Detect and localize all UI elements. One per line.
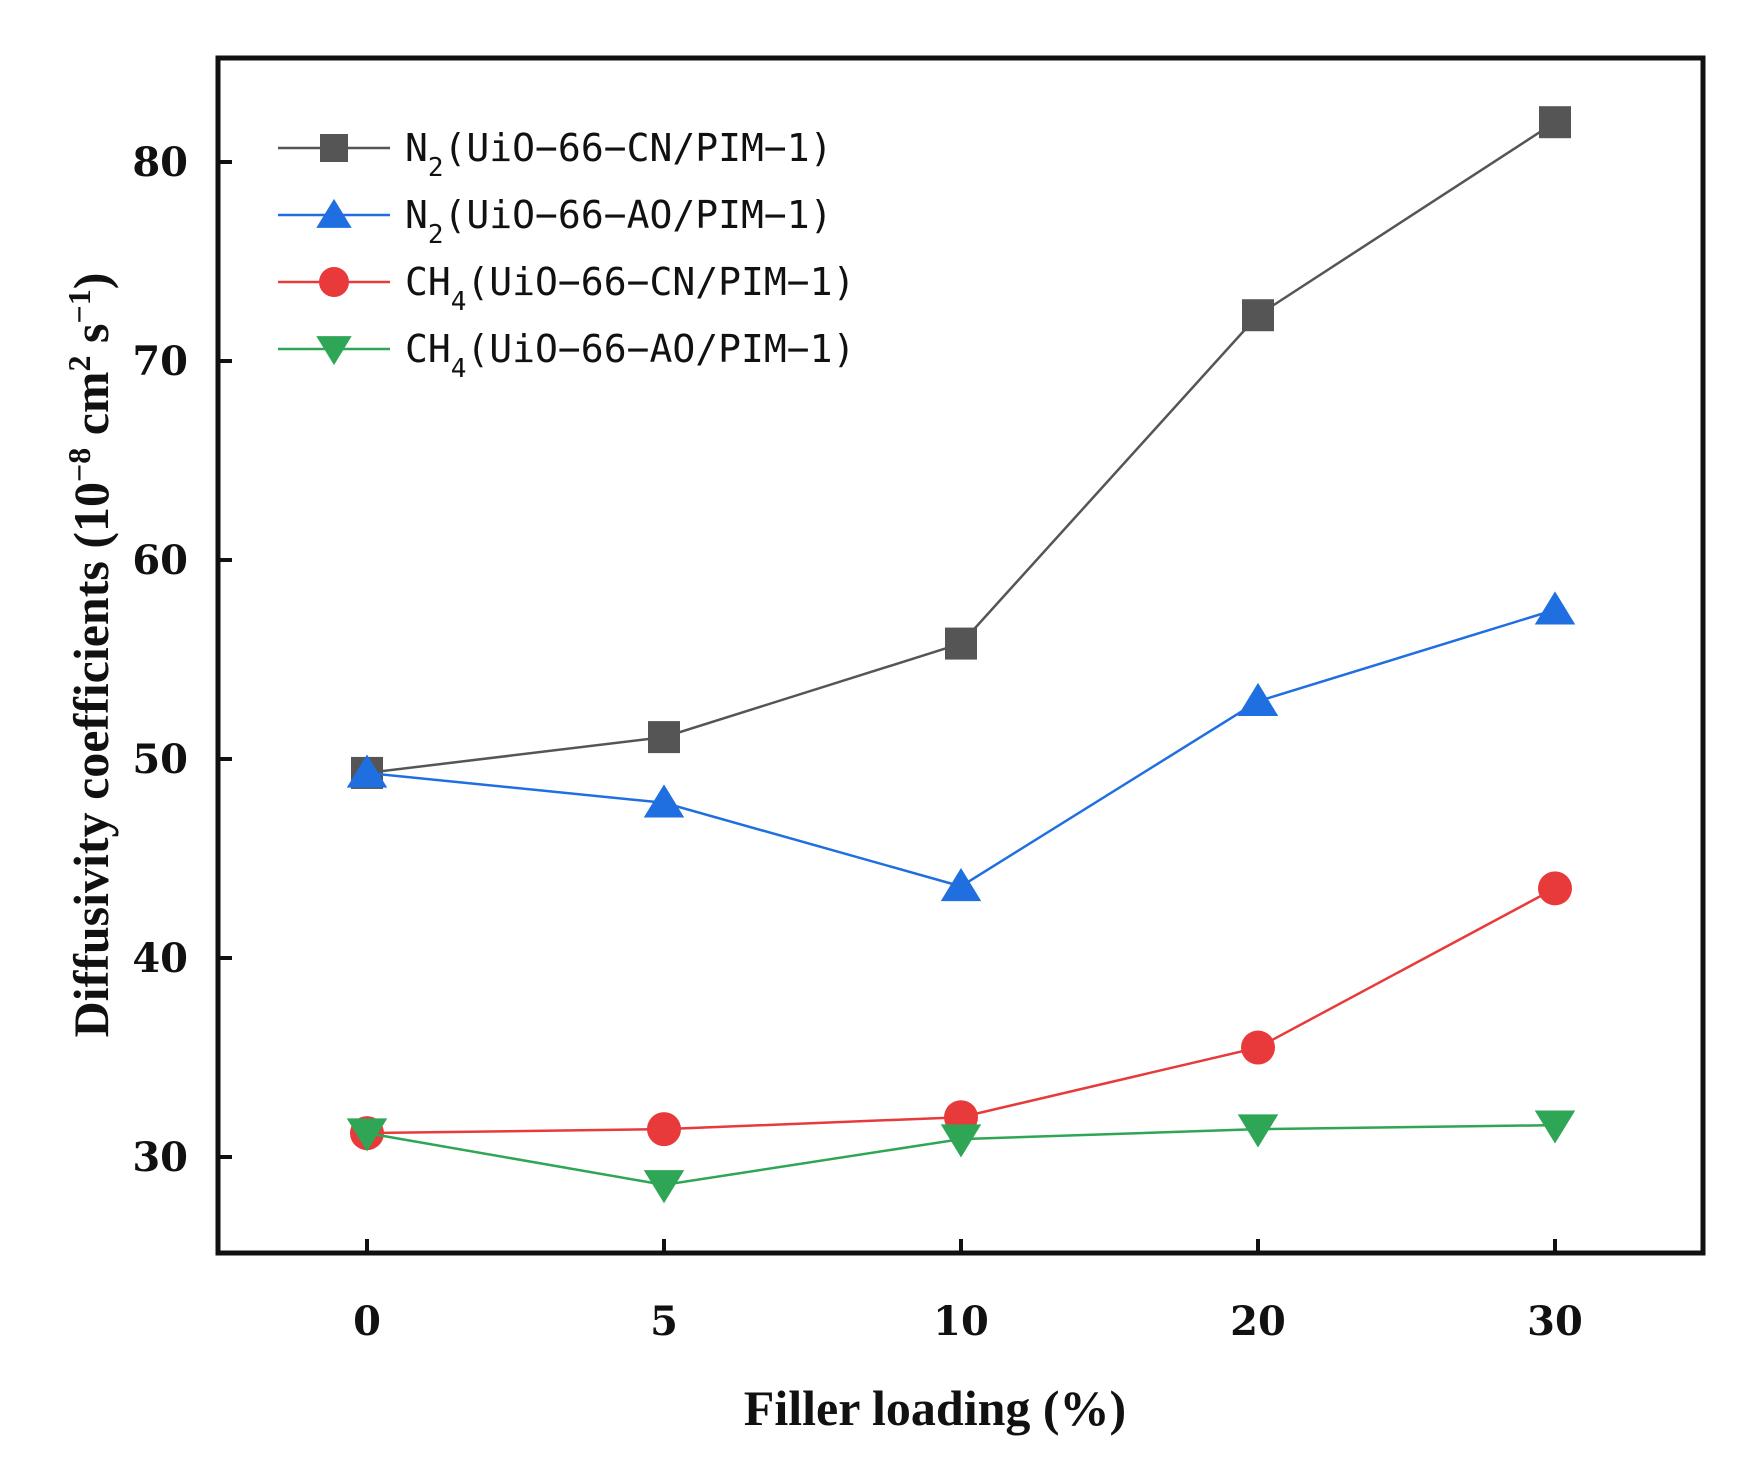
data-point	[643, 784, 685, 818]
y-tick-label: 50	[132, 736, 188, 783]
data-point	[1237, 682, 1279, 717]
y-axis-title-end: )	[63, 273, 119, 290]
legend-item: N2(UiO−66−AO/PIM−1)	[278, 193, 832, 250]
y-tick-label: 70	[132, 338, 188, 385]
data-point	[346, 1118, 388, 1152]
data-point	[648, 721, 680, 754]
legend-item: N2(UiO−66−CN/PIM−1)	[278, 126, 832, 183]
legend-gas: CH	[405, 260, 451, 304]
legend-marker	[316, 198, 352, 228]
data-point	[940, 1124, 982, 1158]
series-2	[346, 591, 1576, 902]
legend-label: CH4(UiO−66−CN/PIM−1)	[405, 260, 855, 317]
legend-material: (UiO−66−AO/PIM−1)	[466, 327, 855, 371]
data-point	[346, 754, 388, 788]
y-tick-label: 30	[132, 1134, 188, 1181]
legend-marker	[320, 134, 348, 162]
data-point	[643, 1170, 685, 1204]
series-line	[366, 887, 1556, 1135]
series-3	[350, 871, 1572, 1151]
data-point	[945, 627, 977, 660]
y-axis-title: Diffusivity coefficients (10−8 cm2 s−1)	[61, 273, 119, 1038]
x-tick-label: 5	[650, 1298, 678, 1345]
x-tick-label: 20	[1230, 1298, 1286, 1345]
y-axis-title-exp3: −1	[61, 289, 97, 323]
y-axis-title-exp2: 2	[61, 355, 97, 371]
legend-label: N2(UiO−66−AO/PIM−1)	[405, 193, 832, 250]
data-point	[1237, 1114, 1279, 1148]
legend-material: (UiO−66−CN/PIM−1)	[444, 126, 833, 170]
legend-gas: N	[405, 193, 428, 237]
y-tick-label: 60	[132, 537, 188, 584]
data-point	[1538, 871, 1572, 906]
legend-label: CH4(UiO−66−AO/PIM−1)	[405, 327, 855, 384]
x-axis-title: Filler loading (%)	[744, 1380, 1126, 1436]
y-axis-title-mid: cm	[63, 371, 119, 447]
y-axis-title-exp1: −8	[61, 448, 97, 482]
legend-item: CH4(UiO−66−CN/PIM−1)	[278, 260, 855, 317]
legend-label: N2(UiO−66−CN/PIM−1)	[405, 126, 832, 183]
legend-item: CH4(UiO−66−AO/PIM−1)	[278, 327, 855, 384]
legend-marker	[319, 267, 349, 297]
y-tick-label: 80	[132, 139, 188, 186]
y-tick-label: 40	[132, 935, 188, 982]
x-tick-label: 10	[933, 1298, 989, 1345]
series-layer	[346, 106, 1576, 1204]
legend-subscript: 4	[451, 354, 467, 384]
legend-gas: CH	[405, 327, 451, 371]
data-point	[1539, 106, 1571, 139]
data-point	[1534, 1110, 1576, 1144]
data-point	[647, 1112, 681, 1147]
data-point	[1241, 1030, 1275, 1065]
legend-marker	[316, 336, 352, 366]
data-point	[1534, 591, 1576, 625]
legend-material: (UiO−66−CN/PIM−1)	[466, 260, 855, 304]
y-axis-title-main: Diffusivity coefficients (10	[63, 482, 119, 1037]
data-point	[940, 867, 982, 902]
x-tick-label: 0	[353, 1298, 381, 1345]
data-point	[1242, 299, 1274, 332]
legend-subscript: 4	[451, 287, 467, 317]
x-tick-label: 30	[1527, 1298, 1583, 1345]
legend: N2(UiO−66−CN/PIM−1)N2(UiO−66−AO/PIM−1)CH…	[278, 126, 855, 384]
legend-material: (UiO−66−AO/PIM−1)	[444, 193, 833, 237]
legend-gas: N	[405, 126, 428, 170]
legend-subscript: 2	[428, 220, 444, 250]
legend-subscript: 2	[428, 153, 444, 183]
y-axis-title-mid2: s	[63, 323, 119, 355]
series-4	[346, 1110, 1576, 1204]
axis-ticks: 0 5 10 20 30 30 40 50 60 70 80	[132, 139, 1583, 1345]
